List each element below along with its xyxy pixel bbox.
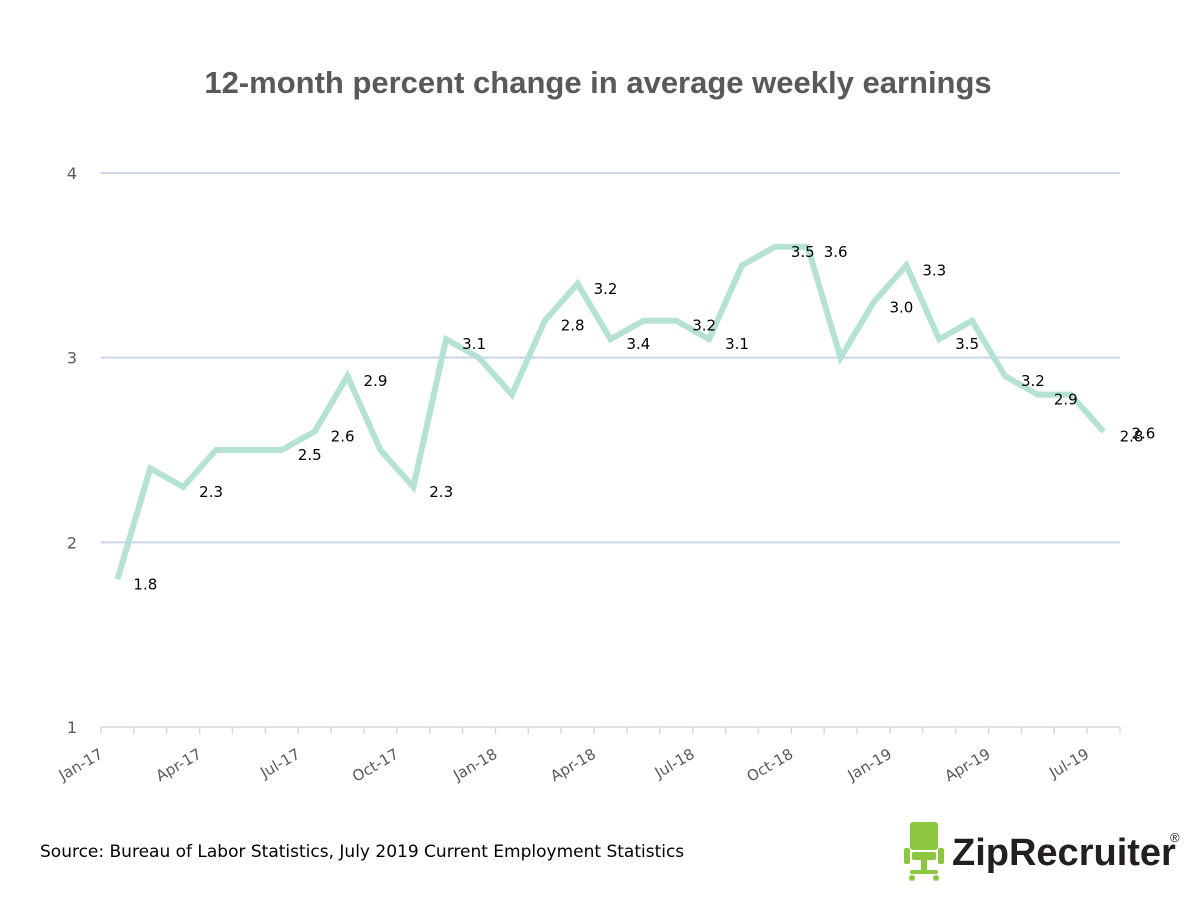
data-label: 3.5 — [955, 335, 979, 353]
gridlines — [101, 172, 1120, 544]
data-label: 2.3 — [429, 483, 453, 501]
green-chair-icon — [904, 822, 944, 881]
source-note: Source: Bureau of Labor Statistics, July… — [40, 842, 685, 862]
data-label: 2.3 — [199, 483, 223, 501]
data-label: 2.6 — [1132, 425, 1156, 443]
x-axis — [100, 726, 1121, 734]
x-tick-label: Jul-17 — [256, 745, 303, 782]
chart-title: 12-month percent change in average weekl… — [204, 65, 991, 100]
x-tick-label: Jan-18 — [449, 745, 500, 785]
x-tick-label: Apr-19 — [942, 745, 994, 785]
data-label: 3.6 — [824, 243, 848, 261]
data-label: 3.1 — [725, 335, 749, 353]
ziprecruiter-logo: ZipRecruiter ® — [902, 818, 1192, 888]
data-label: 3.2 — [1021, 372, 1045, 390]
data-label: 3.4 — [627, 335, 651, 353]
logo-wordmark: ZipRecruiter — [952, 832, 1176, 874]
data-label: 2.6 — [331, 428, 355, 446]
x-tick-label: Oct-17 — [349, 745, 402, 786]
y-tick-label: 1 — [67, 718, 77, 737]
data-label: 3.0 — [889, 298, 913, 316]
y-tick-label: 4 — [67, 164, 77, 183]
registered-mark: ® — [1170, 830, 1180, 845]
data-label: 3.2 — [692, 317, 716, 335]
x-tick-label: Jan-17 — [55, 745, 106, 785]
x-tick-label: Jul-19 — [1045, 745, 1092, 782]
x-tick-labels: Jan-17 Apr-17 Jul-17 Oct-17 Jan-18 Apr-18 Jul-… — [55, 745, 1092, 786]
y-tick-label: 2 — [67, 533, 77, 552]
series-line — [114, 243, 1106, 581]
x-tick-label: Apr-17 — [153, 745, 205, 785]
y-axis: 1 2 3 4 — [67, 164, 77, 737]
x-tick-label: Apr-18 — [547, 745, 599, 785]
data-label: 3.3 — [922, 261, 946, 279]
data-label: 2.5 — [298, 446, 322, 464]
data-label: 1.8 — [133, 575, 157, 593]
data-label: 2.8 — [1120, 428, 1144, 446]
data-label: 3.2 — [594, 280, 618, 298]
data-label: 2.9 — [1054, 391, 1078, 409]
y-tick-label: 3 — [67, 349, 77, 368]
x-tick-label: Oct-18 — [744, 745, 797, 786]
x-tick-label: Jul-18 — [651, 745, 698, 782]
data-label: 2.8 — [561, 317, 585, 335]
data-labels: 1.8 2.3 2.5 2.6 2.9 2.3 3.1 2.8 3.2 3.4 3.2 3.1 3.5 3… — [133, 243, 1155, 593]
data-label: 3.5 — [791, 243, 815, 261]
data-label: 3.1 — [462, 335, 486, 353]
x-tick-label: Jan-19 — [844, 745, 895, 785]
data-label: 2.9 — [364, 372, 388, 390]
